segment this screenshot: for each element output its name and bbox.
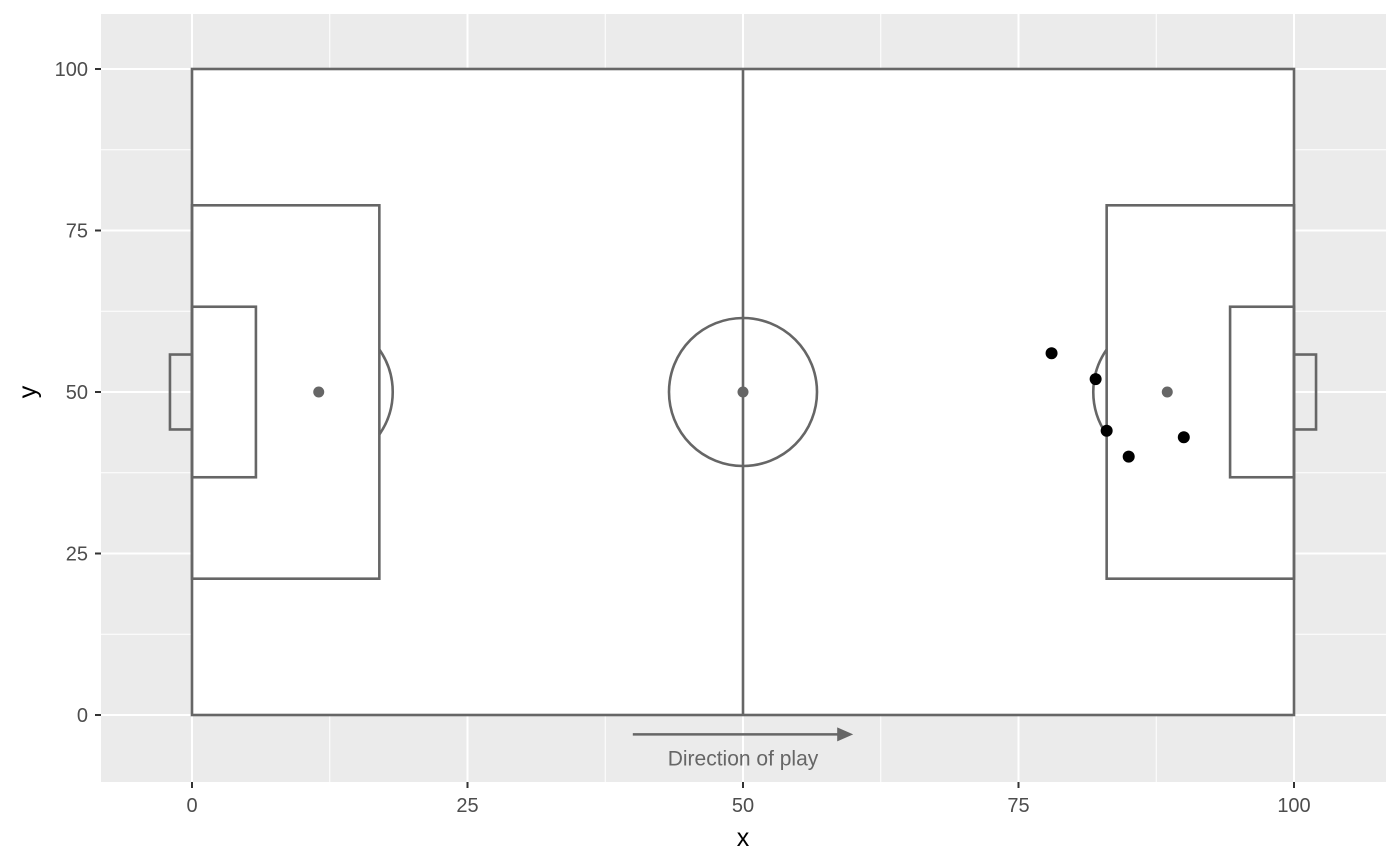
left-goal (168, 353, 194, 431)
y-tick-label: 50 (66, 382, 88, 404)
x-axis-title: x (737, 824, 750, 852)
x-tick-label: 75 (1007, 795, 1029, 817)
football-pitch (168, 67, 1318, 717)
left-penalty-spot (313, 386, 325, 398)
x-axis-ticks: 0 25 50 75 100 (186, 782, 1311, 817)
right-goal (1292, 353, 1318, 431)
y-axis-title: y (14, 385, 42, 398)
left-penalty-arc (378, 348, 394, 436)
data-point (1045, 347, 1058, 360)
centre-circle (667, 316, 819, 468)
right-penalty-spot (1161, 386, 1173, 398)
direction-arrow-head (837, 727, 854, 742)
data-point (1177, 431, 1190, 444)
y-tick-label: 75 (66, 221, 88, 243)
x-tick-label: 25 (456, 795, 478, 817)
x-tick-label: 0 (186, 795, 197, 817)
y-tick-label: 25 (66, 544, 88, 566)
data-point (1100, 424, 1113, 437)
right-penalty-arc (1092, 348, 1108, 436)
direction-of-play-label: Direction of play (668, 747, 819, 770)
x-tick-label: 50 (732, 795, 754, 817)
x-tick-label: 100 (1277, 795, 1310, 817)
data-point (1122, 450, 1135, 463)
centre-spot (737, 386, 749, 398)
data-points (1045, 347, 1190, 463)
y-tick-label: 100 (55, 59, 88, 81)
y-axis-ticks: 0 25 50 75 100 (55, 59, 101, 727)
direction-arrow (632, 727, 854, 742)
data-point (1089, 373, 1102, 386)
y-tick-label: 0 (77, 705, 88, 727)
